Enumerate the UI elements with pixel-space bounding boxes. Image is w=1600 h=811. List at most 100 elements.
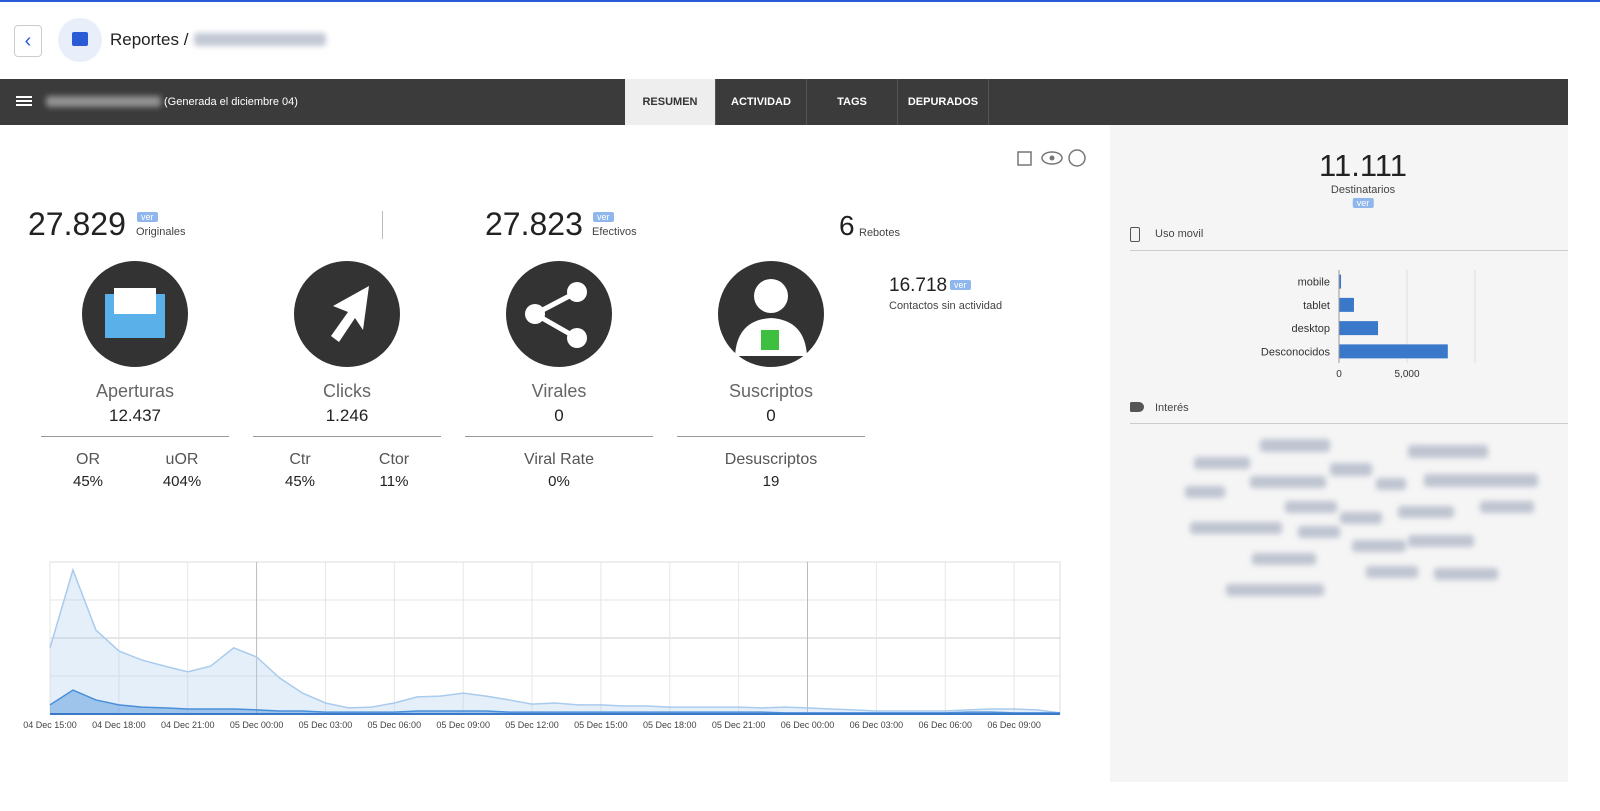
sub-value: 19 (762, 473, 780, 490)
sub-label: uOR (165, 451, 199, 468)
inactive-label: Contactos sin actividad (889, 300, 1003, 312)
cursor (331, 286, 369, 342)
x-tick-label: 06 Dec 00:00 (781, 720, 835, 730)
sub-label: Ctr (289, 451, 311, 468)
sub-label: Ctor (378, 451, 410, 468)
total-label: Efectivos (592, 226, 637, 238)
metric-name: Suscriptos (728, 381, 814, 401)
bar (1339, 274, 1342, 289)
section-title: Uso movil (1155, 228, 1204, 240)
divider (382, 211, 383, 239)
area-fill (50, 569, 1060, 714)
bar (1339, 321, 1379, 336)
x-tick-label: 05 Dec 06:00 (368, 720, 422, 730)
open-icon[interactable] (1017, 151, 1032, 166)
tab[interactable]: RESUMEN (625, 79, 716, 125)
page-title: Reportes / (110, 30, 189, 49)
sub-value: 404% (162, 473, 202, 490)
sub-value: 0% (548, 473, 570, 490)
ver-badge[interactable]: ver (950, 280, 971, 290)
x-tick-label: 05 Dec 18:00 (643, 720, 697, 730)
metric-icon (294, 261, 400, 367)
thumb (761, 330, 779, 350)
view-icon-pupil (1049, 155, 1055, 161)
metric-divider (465, 436, 653, 437)
ver-badge[interactable]: ver (593, 212, 614, 222)
category-label: desktop (1291, 323, 1330, 335)
sub-label: Viral Rate (524, 451, 594, 468)
mobile-usage-chart: 0 5,000 mobile tablet desktop Desconocidos (1261, 270, 1476, 380)
metric-divider (677, 436, 865, 437)
sub-label: OR (76, 451, 100, 468)
metric-icon (718, 261, 824, 367)
tab[interactable]: ACTIVIDAD (716, 79, 807, 125)
category-label: tablet (1303, 300, 1330, 312)
x-tick-label: 06 Dec 09:00 (987, 720, 1041, 730)
sub-value: 45% (72, 473, 104, 490)
series-line (49, 567, 1061, 714)
bar (1339, 344, 1448, 359)
total-label: Rebotes (859, 227, 900, 239)
series-line (49, 689, 1060, 714)
x-tick-label: 04 Dec 15:00 (23, 720, 77, 730)
side-panel (1110, 125, 1568, 782)
generated-date: (Generada el diciembre 04) (164, 96, 298, 108)
action-icons (1017, 149, 1086, 167)
total-value: 27.829 (28, 206, 126, 242)
x-tick-label: 05 Dec 03:00 (299, 720, 353, 730)
x-tick-label: 05 Dec 21:00 (712, 720, 766, 730)
metric-value: 1.246 (325, 406, 369, 425)
mobile-icon (1130, 227, 1140, 242)
total-label: Originales (136, 226, 186, 238)
section-title: Interés (1155, 402, 1189, 414)
metric-value: 0 (766, 406, 776, 425)
icon-circle (506, 261, 612, 367)
ver-badge[interactable]: ver (1352, 198, 1374, 208)
blurred-name (46, 96, 161, 107)
total-value: 27.823 (485, 206, 583, 242)
x-tick-label: 5,000 (1394, 369, 1419, 380)
metric-name: Virales (531, 381, 587, 401)
x-tick-label: 05 Dec 12:00 (505, 720, 559, 730)
progress-bar (0, 0, 1600, 2)
download-icon[interactable] (1068, 149, 1086, 167)
share-link (533, 289, 579, 341)
x-tick-label: 04 Dec 21:00 (161, 720, 215, 730)
sub-value: 45% (284, 473, 316, 490)
reports-icon (58, 18, 102, 62)
x-tick-label: 04 Dec 18:00 (92, 720, 146, 730)
x-tick-label: 05 Dec 09:00 (436, 720, 490, 730)
metric-divider (41, 436, 229, 437)
metric-value: 0 (554, 406, 564, 425)
sub-value: 11% (379, 473, 409, 490)
tag-icon (1130, 402, 1144, 412)
recipients-label: Destinatarios (1330, 184, 1396, 196)
total-value: 6 (839, 210, 855, 241)
letter (114, 288, 156, 314)
tab[interactable]: TAGS (807, 79, 898, 125)
metric-value: 12.437 (109, 406, 161, 425)
metric-name: Aperturas (95, 381, 175, 401)
x-tick-label: 05 Dec 00:00 (230, 720, 284, 730)
tab[interactable]: DEPURADOS (898, 79, 989, 125)
bar (1339, 297, 1354, 312)
category-label: Desconocidos (1261, 346, 1331, 358)
sub-label: Desuscriptos (724, 451, 818, 468)
menu-button[interactable] (16, 96, 32, 98)
x-tick-label: 06 Dec 03:00 (850, 720, 904, 730)
back-button[interactable]: ‹ (14, 25, 42, 57)
ver-badge[interactable]: ver (137, 212, 158, 222)
area-fill (50, 690, 1060, 714)
divider (1130, 423, 1568, 424)
metric-icon (506, 261, 612, 367)
metric-name: Clicks (323, 381, 371, 401)
toolbar (0, 79, 1568, 125)
x-tick-label: 05 Dec 15:00 (574, 720, 628, 730)
category-label: mobile (1298, 277, 1330, 289)
metric-icon (82, 261, 188, 367)
activity-chart: 04 Dec 15:00 04 Dec 18:00 04 Dec 21:00 05 D… (23, 561, 1061, 730)
view-icon[interactable] (1041, 151, 1063, 165)
x-tick-label: 06 Dec 06:00 (918, 720, 972, 730)
inactive-value: 16.718 (889, 275, 948, 296)
